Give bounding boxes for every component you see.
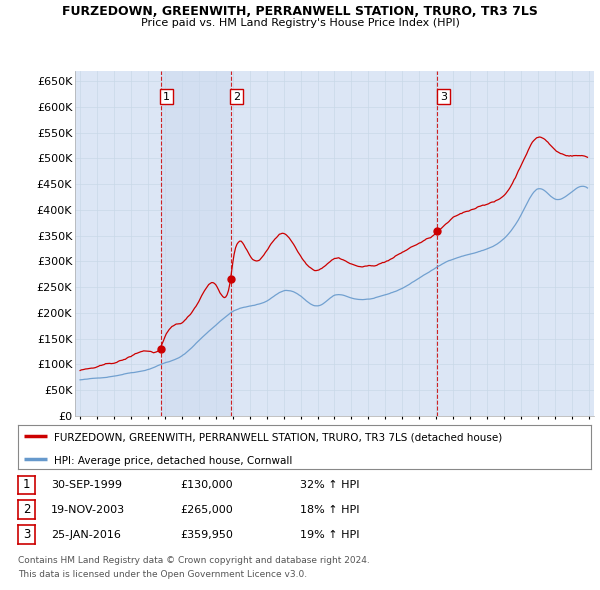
Text: HPI: Average price, detached house, Cornwall: HPI: Average price, detached house, Corn… (53, 456, 292, 466)
Text: 3: 3 (23, 528, 30, 541)
Text: FURZEDOWN, GREENWITH, PERRANWELL STATION, TRURO, TR3 7LS (detached house): FURZEDOWN, GREENWITH, PERRANWELL STATION… (53, 432, 502, 442)
Text: £265,000: £265,000 (180, 505, 233, 514)
Text: £359,950: £359,950 (180, 530, 233, 539)
Text: 19% ↑ HPI: 19% ↑ HPI (300, 530, 359, 539)
Bar (161, 71, 230, 416)
Text: 32% ↑ HPI: 32% ↑ HPI (300, 480, 359, 490)
Text: 18% ↑ HPI: 18% ↑ HPI (300, 505, 359, 514)
Text: £130,000: £130,000 (180, 480, 233, 490)
Text: 3: 3 (440, 91, 447, 101)
Text: This data is licensed under the Open Government Licence v3.0.: This data is licensed under the Open Gov… (18, 571, 307, 579)
Text: 25-JAN-2016: 25-JAN-2016 (51, 530, 121, 539)
Text: 1: 1 (23, 478, 30, 491)
Text: Contains HM Land Registry data © Crown copyright and database right 2024.: Contains HM Land Registry data © Crown c… (18, 556, 370, 565)
Text: Price paid vs. HM Land Registry's House Price Index (HPI): Price paid vs. HM Land Registry's House … (140, 18, 460, 28)
Text: 19-NOV-2003: 19-NOV-2003 (51, 505, 125, 514)
Text: FURZEDOWN, GREENWITH, PERRANWELL STATION, TRURO, TR3 7LS: FURZEDOWN, GREENWITH, PERRANWELL STATION… (62, 5, 538, 18)
Text: 2: 2 (233, 91, 241, 101)
Text: 30-SEP-1999: 30-SEP-1999 (51, 480, 122, 490)
Text: 1: 1 (163, 91, 170, 101)
Text: 2: 2 (23, 503, 30, 516)
